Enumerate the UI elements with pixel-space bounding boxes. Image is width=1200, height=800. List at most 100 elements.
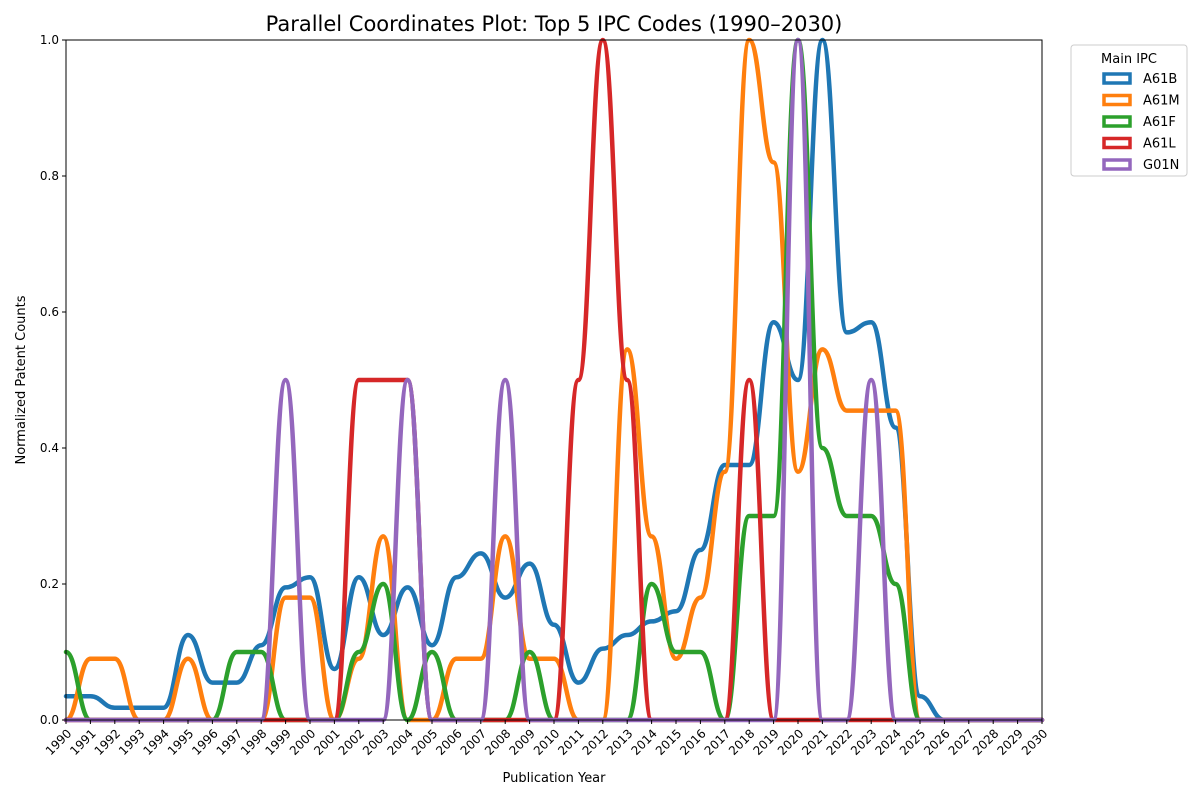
data-point-a61m	[870, 410, 872, 412]
data-point-a61b	[90, 695, 92, 697]
data-point-a61b	[456, 576, 458, 578]
data-point-a61b	[748, 464, 750, 466]
data-point-a61m	[285, 597, 287, 599]
legend-label-a61m: A61M	[1143, 94, 1180, 109]
data-point-a61m	[480, 658, 482, 660]
plot-frame	[66, 40, 1042, 720]
data-point-a61m	[358, 658, 360, 660]
data-point-a61b	[187, 634, 189, 636]
legend-title: Main IPC	[1101, 52, 1157, 67]
data-point-a61m	[553, 658, 555, 660]
legend-swatch-a61b	[1104, 74, 1130, 83]
y-axis: 0.00.20.40.60.81.0	[40, 33, 66, 727]
legend-label-a61f: A61F	[1143, 115, 1176, 130]
x-tick-label: 2006	[433, 726, 464, 757]
legend-label-a61l: A61L	[1143, 137, 1176, 152]
x-tick-label: 1990	[43, 726, 74, 757]
x-tick-label: 1998	[238, 726, 269, 757]
x-tick-label: 2007	[458, 726, 489, 757]
x-tick-label: 2008	[482, 726, 513, 757]
x-tick-label: 2002	[336, 726, 367, 757]
data-point-a61m	[797, 471, 799, 473]
data-point-a61b	[578, 682, 580, 684]
data-point-a61f	[529, 651, 531, 653]
data-point-a61m	[529, 658, 531, 660]
data-point-a61b	[431, 644, 433, 646]
data-point-a61b	[480, 553, 482, 555]
y-axis-label: Normalized Patent Counts	[14, 295, 29, 464]
data-point-a61b	[309, 576, 311, 578]
data-point-a61f	[236, 651, 238, 653]
x-tick-label: 2010	[531, 726, 562, 757]
data-point-a61b	[553, 624, 555, 626]
x-tick-label: 2020	[775, 726, 806, 757]
data-point-a61f	[260, 651, 262, 653]
legend-swatch-g01n	[1104, 160, 1130, 169]
x-tick-label: 1992	[92, 726, 123, 757]
data-point-a61l	[382, 379, 384, 381]
data-point-a61m	[187, 658, 189, 660]
legend-swatch-a61f	[1104, 117, 1130, 126]
x-tick-label: 2019	[750, 726, 781, 757]
data-point-a61m	[382, 536, 384, 538]
legend: Main IPC A61BA61MA61FA61LG01N	[1071, 45, 1187, 176]
y-tick-label: 0.8	[40, 169, 59, 183]
data-point-a61b	[212, 682, 214, 684]
data-point-a61f	[358, 651, 360, 653]
data-point-a61m	[675, 658, 677, 660]
x-tick-label: 2028	[970, 726, 1001, 757]
x-tick-label: 2029	[994, 726, 1025, 757]
data-point-g01n	[870, 379, 872, 381]
data-point-a61f	[773, 515, 775, 517]
legend-swatch-a61l	[1104, 139, 1130, 148]
x-tick-label: 2030	[1019, 726, 1050, 757]
x-tick-label: 2025	[897, 726, 928, 757]
data-point-a61m	[700, 597, 702, 599]
series-line-a61f	[66, 40, 1042, 720]
x-tick-label: 2016	[677, 726, 708, 757]
data-point-a61f	[675, 651, 677, 653]
data-point-a61b	[236, 682, 238, 684]
y-tick-label: 0.0	[40, 713, 59, 727]
data-point-a61b	[870, 321, 872, 323]
x-tick-label: 1996	[189, 726, 220, 757]
data-point-a61m	[90, 658, 92, 660]
data-point-a61f	[748, 515, 750, 517]
data-point-a61m	[724, 471, 726, 473]
data-point-a61b	[895, 427, 897, 429]
y-tick-label: 0.6	[40, 305, 59, 319]
data-point-a61l	[748, 379, 750, 381]
chart-title: Parallel Coordinates Plot: Top 5 IPC Cod…	[266, 12, 843, 36]
data-point-a61m	[456, 658, 458, 660]
legend-label-a61b: A61B	[1143, 72, 1177, 87]
data-point-a61m	[309, 597, 311, 599]
x-axis-label: Publication Year	[503, 771, 607, 786]
x-tick-label: 1995	[165, 726, 196, 757]
x-tick-label: 2005	[409, 726, 440, 757]
x-tick-label: 2023	[848, 726, 879, 757]
data-point-g01n	[285, 379, 287, 381]
series-line-a61m	[66, 40, 1042, 720]
x-tick-label: 2004	[384, 726, 415, 757]
y-tick-label: 1.0	[40, 33, 59, 47]
data-point-a61f	[822, 447, 824, 449]
x-tick-label: 2027	[946, 726, 977, 757]
x-tick-label: 2011	[555, 726, 586, 757]
data-point-a61m	[895, 410, 897, 412]
x-tick-label: 2012	[580, 726, 611, 757]
data-point-a61l	[578, 379, 580, 381]
data-point-a61l	[358, 379, 360, 381]
legend-swatch-a61m	[1104, 96, 1130, 105]
x-axis: 1990199119921993199419951996199719981999…	[43, 720, 1050, 758]
data-point-a61b	[602, 648, 604, 650]
data-point-a61f	[651, 583, 653, 585]
data-point-a61m	[651, 536, 653, 538]
x-tick-label: 2021	[799, 726, 830, 757]
data-point-g01n	[504, 379, 506, 381]
data-point-a61m	[626, 349, 628, 351]
y-tick-label: 0.2	[40, 577, 59, 591]
data-point-a61b	[773, 321, 775, 323]
data-point-a61b	[260, 644, 262, 646]
data-point-a61b	[651, 621, 653, 623]
data-point-a61m	[846, 410, 848, 412]
